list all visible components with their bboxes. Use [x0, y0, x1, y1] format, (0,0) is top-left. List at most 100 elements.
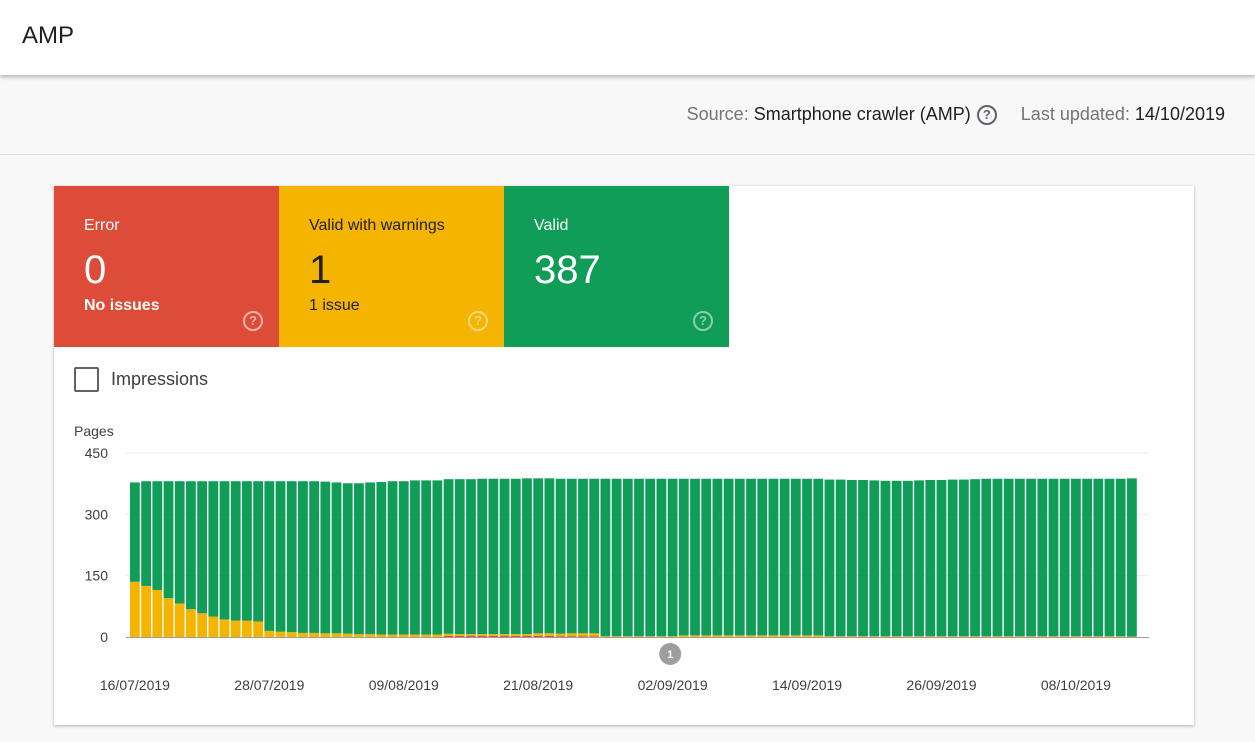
bar-segment[interactable] [421, 634, 432, 637]
bar-segment[interactable] [466, 479, 476, 635]
bar-segment[interactable] [880, 636, 891, 637]
bar-segment[interactable] [757, 478, 768, 636]
bar-segment[interactable] [723, 478, 734, 636]
bar-segment[interactable] [174, 481, 185, 604]
bar-segment[interactable] [499, 478, 510, 635]
bar-segment[interactable] [387, 481, 398, 635]
bar-segment[interactable] [925, 636, 936, 637]
bar-segment[interactable] [298, 632, 308, 637]
bar-segment[interactable] [443, 633, 454, 636]
bar-segment[interactable] [981, 478, 992, 637]
bar-segment[interactable] [309, 632, 320, 637]
bar-segment[interactable] [634, 478, 644, 637]
bar-segment[interactable] [566, 478, 577, 634]
bar-segment[interactable] [678, 478, 689, 636]
bar-segment[interactable] [1082, 478, 1092, 637]
bar-segment[interactable] [970, 636, 980, 637]
bar-segment[interactable] [746, 478, 756, 636]
bar-segment[interactable] [454, 635, 465, 637]
bar-segment[interactable] [286, 632, 297, 637]
bar-segment[interactable] [589, 633, 600, 637]
bar-segment[interactable] [578, 633, 588, 637]
bar-segment[interactable] [477, 635, 488, 637]
bar-segment[interactable] [477, 634, 488, 636]
bar-segment[interactable] [454, 634, 465, 636]
error-help-icon[interactable]: ? [243, 311, 263, 331]
bar-segment[interactable] [544, 633, 555, 636]
bar-segment[interactable] [219, 619, 230, 637]
bar-segment[interactable] [858, 636, 868, 637]
bar-segment[interactable] [499, 635, 510, 637]
valid-tile[interactable]: Valid 387 ? [504, 186, 729, 347]
bar-segment[interactable] [141, 481, 152, 586]
bar-segment[interactable] [510, 634, 521, 636]
bar-segment[interactable] [522, 635, 532, 637]
bar-segment[interactable] [331, 633, 342, 637]
bar-segment[interactable] [970, 479, 980, 637]
bar-segment[interactable] [690, 635, 700, 637]
bar-segment[interactable] [432, 634, 443, 637]
bar-segment[interactable] [387, 634, 398, 637]
bar-segment[interactable] [734, 635, 745, 637]
bar-segment[interactable] [1059, 636, 1070, 637]
bar-segment[interactable] [712, 635, 723, 637]
bar-segment[interactable] [398, 634, 409, 637]
bar-segment[interactable] [510, 635, 521, 637]
bar-segment[interactable] [1037, 478, 1048, 637]
bar-segment[interactable] [398, 481, 409, 635]
bar-segment[interactable] [656, 478, 667, 637]
bar-segment[interactable] [1014, 636, 1025, 637]
bar-segment[interactable] [902, 480, 913, 637]
bar-segment[interactable] [712, 478, 723, 636]
error-tile[interactable]: Error 0 No issues ? [54, 186, 279, 347]
bar-segment[interactable] [264, 481, 275, 631]
bar-segment[interactable] [1115, 478, 1126, 637]
bar-segment[interactable] [286, 481, 297, 633]
bar-segment[interactable] [197, 613, 208, 637]
bar-segment[interactable] [544, 478, 555, 634]
bar-segment[interactable] [1070, 478, 1081, 637]
bar-segment[interactable] [163, 481, 174, 599]
impressions-toggle[interactable]: Impressions [74, 367, 208, 392]
bar-segment[interactable] [645, 636, 656, 637]
bar-segment[interactable] [230, 620, 241, 637]
bar-segment[interactable] [186, 609, 196, 637]
bar-segment[interactable] [242, 481, 252, 621]
bar-segment[interactable] [925, 479, 936, 637]
bar-segment[interactable] [891, 480, 902, 637]
bar-segment[interactable] [510, 478, 521, 635]
bar-segment[interactable] [869, 480, 880, 637]
bar-segment[interactable] [320, 481, 331, 634]
bar-segment[interactable] [522, 634, 532, 636]
bar-segment[interactable] [365, 482, 376, 635]
bar-segment[interactable] [611, 478, 622, 637]
bar-segment[interactable] [936, 479, 947, 637]
bar-segment[interactable] [1104, 636, 1115, 637]
bar-segment[interactable] [488, 635, 499, 637]
bar-segment[interactable] [790, 635, 801, 637]
bar-segment[interactable] [298, 481, 308, 633]
warning-tile[interactable]: Valid with warnings 1 1 issue ? [279, 186, 504, 347]
bar-segment[interactable] [141, 585, 152, 637]
bar-segment[interactable] [824, 479, 835, 637]
bar-segment[interactable] [342, 483, 353, 634]
bar-segment[interactable] [813, 635, 824, 637]
bar-segment[interactable] [1127, 478, 1137, 637]
bar-segment[interactable] [197, 481, 208, 614]
bar-segment[interactable] [242, 620, 252, 637]
bar-segment[interactable] [757, 635, 768, 637]
bar-segment[interactable] [410, 634, 420, 637]
bar-segment[interactable] [1082, 636, 1092, 637]
bar-segment[interactable] [421, 480, 432, 635]
bar-segment[interactable] [947, 479, 958, 637]
bar-segment[interactable] [275, 481, 286, 632]
bar-segment[interactable] [555, 633, 566, 637]
bar-segment[interactable] [208, 481, 219, 617]
bar-segment[interactable] [835, 479, 846, 637]
bar-segment[interactable] [555, 636, 566, 637]
bar-segment[interactable] [376, 634, 387, 637]
bar-segment[interactable] [914, 480, 924, 637]
bar-segment[interactable] [611, 636, 622, 637]
bar-segment[interactable] [130, 581, 140, 637]
bar-segment[interactable] [488, 478, 499, 635]
